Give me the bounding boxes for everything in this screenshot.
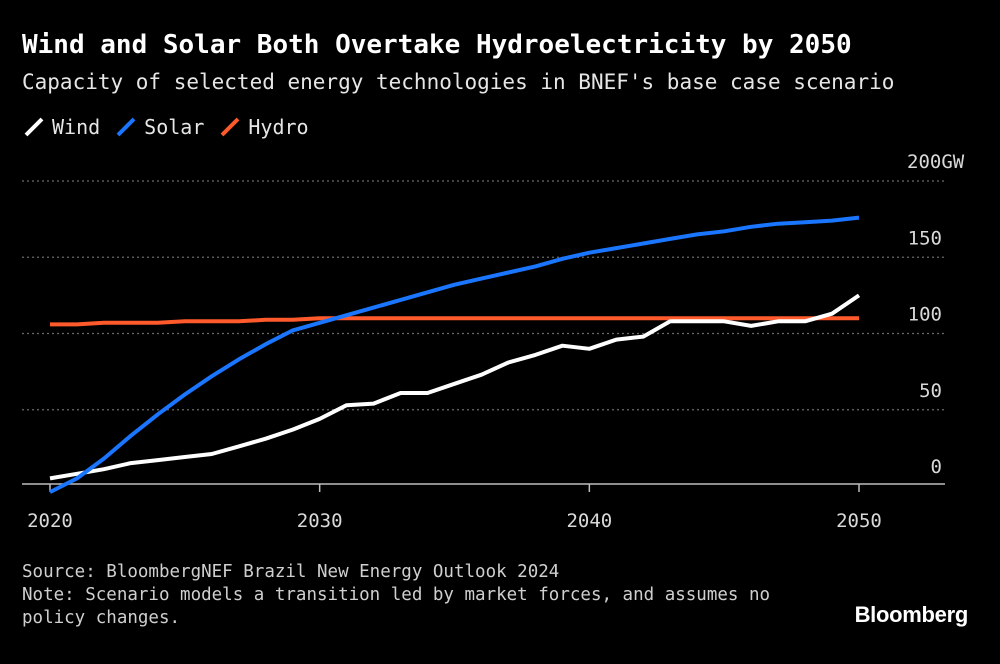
chart-subtitle: Capacity of selected energy technologies…: [22, 70, 895, 94]
y-tick-label: 0: [931, 456, 942, 478]
legend-item-solar: Solar: [116, 115, 204, 139]
legend-label-solar: Solar: [144, 115, 205, 139]
x-tick-label: 2050: [836, 510, 882, 532]
x-tick-label: 2020: [27, 510, 73, 532]
footer: Source: BloombergNEF Brazil New Energy O…: [22, 561, 812, 630]
legend-swatch-hydro: [220, 117, 240, 137]
source-note: Source: BloombergNEF Brazil New Energy O…: [22, 562, 560, 582]
x-tick-label: 2040: [566, 510, 612, 532]
chart-title: Wind and Solar Both Overtake Hydroelectr…: [22, 30, 852, 60]
legend-item-hydro: Hydro: [220, 115, 309, 139]
legend-item-wind: Wind: [24, 115, 100, 139]
series-line-hydro: [50, 316, 859, 327]
bloomberg-logo: Bloomberg: [854, 602, 969, 627]
legend-label-hydro: Hydro: [248, 115, 309, 139]
y-tick-label: 150: [908, 227, 942, 249]
legend-swatch-solar: [116, 117, 136, 137]
series-line-solar: [49, 215, 860, 494]
series-line-wind: [49, 293, 861, 481]
legend-label-wind: Wind: [52, 115, 101, 139]
y-tick-label: 100: [908, 304, 942, 326]
scenario-note: Note: Scenario models a transition led b…: [22, 585, 771, 628]
y-tick-label: 200GW: [907, 151, 965, 173]
legend: Wind Solar Hydro: [24, 114, 325, 140]
legend-swatch-wind: [24, 117, 44, 137]
x-tick-label: 2030: [297, 510, 343, 532]
y-tick-label: 50: [919, 380, 942, 402]
